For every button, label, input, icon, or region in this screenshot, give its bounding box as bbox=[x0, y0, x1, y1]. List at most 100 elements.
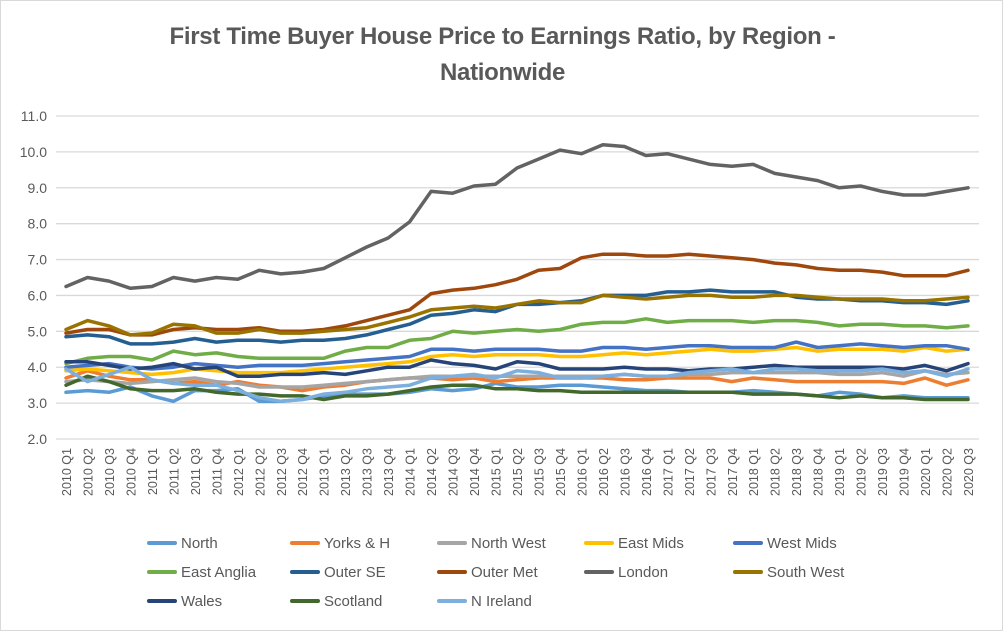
y-tick-label: 10.0 bbox=[20, 144, 47, 160]
y-tick-label: 5.0 bbox=[28, 323, 48, 339]
legend-swatch bbox=[584, 570, 614, 574]
legend-label: Outer Met bbox=[471, 563, 538, 581]
chart-title-line-1: First Time Buyer House Price to Earnings… bbox=[169, 23, 836, 50]
series-line-n-ireland bbox=[64, 365, 970, 404]
x-tick-label: 2011 Q4 bbox=[210, 448, 224, 495]
x-tick-label: 2020 Q3 bbox=[962, 448, 976, 496]
legend-label: North West bbox=[471, 534, 546, 552]
legend-swatch bbox=[437, 570, 467, 574]
x-tick-label: 2020 Q1 bbox=[919, 448, 933, 496]
x-tick-label: 2016 Q4 bbox=[640, 448, 654, 496]
x-tick-label: 2019 Q1 bbox=[833, 448, 847, 496]
x-tick-label: 2014 Q3 bbox=[447, 448, 461, 496]
x-tick-label: 2010 Q4 bbox=[124, 448, 138, 496]
legend-label: Yorks & H bbox=[324, 534, 391, 552]
x-tick-label: 2016 Q1 bbox=[575, 448, 589, 496]
legend-item-north: North bbox=[147, 531, 218, 555]
legend-item-outer-se: Outer SE bbox=[290, 560, 386, 584]
legend-label: West Mids bbox=[767, 534, 837, 552]
y-tick-label: 4.0 bbox=[28, 359, 48, 375]
legend-item-n-ireland: N Ireland bbox=[437, 589, 532, 613]
legend-swatch bbox=[147, 541, 177, 545]
plot-area: 2.0 3.0 4.0 5.0 6.0 7.0 8.0 9.0 10.0 11.0 2010 Q1… bbox=[20, 108, 979, 496]
legend-swatch bbox=[290, 541, 320, 545]
x-tick-label: 2017 Q2 bbox=[683, 448, 697, 496]
x-tick-label: 2013 Q1 bbox=[318, 448, 332, 496]
x-tick-label: 2016 Q2 bbox=[597, 448, 611, 496]
x-tick-label: 2018 Q3 bbox=[790, 448, 804, 496]
x-tick-label: 2015 Q3 bbox=[532, 448, 546, 496]
legend-swatch bbox=[147, 599, 177, 603]
x-tick-label: 2019 Q4 bbox=[898, 448, 912, 496]
legend-item-scotland: Scotland bbox=[290, 589, 382, 613]
legend-item-south-west: South West bbox=[733, 560, 844, 584]
legend-swatch bbox=[437, 599, 467, 603]
legend-label: London bbox=[618, 563, 669, 581]
y-tick-label: 8.0 bbox=[28, 216, 48, 232]
legend-item-wales: Wales bbox=[147, 589, 222, 613]
series-line-north-west bbox=[64, 369, 970, 389]
series-line-london bbox=[64, 142, 970, 291]
legend-item-west-mids: West Mids bbox=[733, 531, 837, 555]
series-line-wales bbox=[64, 358, 970, 378]
series-line-outer-met bbox=[64, 252, 970, 337]
x-tick-label: 2011 Q2 bbox=[167, 448, 181, 495]
x-tick-label: 2018 Q4 bbox=[812, 448, 826, 496]
gridlines bbox=[56, 115, 979, 440]
x-tick-label: 2018 Q1 bbox=[747, 448, 761, 496]
x-tick-label: 2015 Q1 bbox=[490, 448, 504, 496]
legend-swatch bbox=[290, 570, 320, 574]
x-axis-ticks: 2010 Q1 2010 Q2 2010 Q3 2010 Q4 2011 Q1 2011 … bbox=[60, 448, 976, 496]
legend-item-outer-met: Outer Met bbox=[437, 560, 538, 584]
series-line-west-mids bbox=[64, 340, 970, 371]
series-line-east-anglia bbox=[64, 317, 970, 366]
x-tick-label: 2013 Q4 bbox=[382, 448, 396, 496]
x-tick-label: 2012 Q1 bbox=[232, 448, 246, 496]
x-tick-label: 2016 Q3 bbox=[618, 448, 632, 496]
x-tick-label: 2013 Q3 bbox=[361, 448, 375, 496]
legend-label: Scotland bbox=[324, 592, 383, 610]
x-tick-label: 2014 Q2 bbox=[425, 448, 439, 496]
legend-swatch bbox=[147, 570, 177, 574]
x-tick-label: 2019 Q2 bbox=[855, 448, 869, 496]
x-tick-label: 2014 Q1 bbox=[404, 448, 418, 496]
x-tick-label: 2012 Q2 bbox=[253, 448, 267, 496]
series-line-south-west bbox=[64, 293, 970, 337]
x-tick-label: 2015 Q4 bbox=[554, 448, 568, 496]
chart-title: First Time Buyer House Price to Earnings… bbox=[1, 19, 1003, 91]
y-tick-label: 3.0 bbox=[28, 395, 48, 411]
legend-swatch bbox=[733, 541, 763, 545]
x-tick-label: 2017 Q4 bbox=[726, 448, 740, 496]
legend-swatch bbox=[584, 541, 614, 545]
x-tick-label: 2012 Q3 bbox=[275, 448, 289, 496]
x-tick-label: 2017 Q3 bbox=[704, 448, 718, 496]
x-tick-label: 2011 Q3 bbox=[189, 448, 203, 495]
x-tick-label: 2011 Q1 bbox=[146, 448, 160, 495]
series-line-east-mids bbox=[64, 345, 970, 377]
legend-item-east-mids: East Mids bbox=[584, 531, 684, 555]
legend-item-east-anglia: East Anglia bbox=[147, 560, 256, 584]
x-tick-label: 2018 Q2 bbox=[769, 448, 783, 496]
legend-label: East Mids bbox=[618, 534, 684, 552]
x-tick-label: 2010 Q2 bbox=[81, 448, 95, 496]
legend-label: Outer SE bbox=[324, 563, 386, 581]
legend-swatch bbox=[733, 570, 763, 574]
y-axis-ticks: 2.0 3.0 4.0 5.0 6.0 7.0 8.0 9.0 10.0 11.0 bbox=[20, 108, 47, 447]
x-tick-label: 2019 Q3 bbox=[876, 448, 890, 496]
y-tick-label: 2.0 bbox=[28, 431, 48, 447]
y-tick-label: 6.0 bbox=[28, 287, 48, 303]
legend-swatch bbox=[290, 599, 320, 603]
legend-swatch bbox=[437, 541, 467, 545]
series-line-scotland bbox=[64, 374, 970, 402]
x-tick-label: 2012 Q4 bbox=[296, 448, 310, 496]
y-tick-label: 7.0 bbox=[28, 252, 48, 268]
x-tick-label: 2010 Q3 bbox=[103, 448, 117, 496]
legend-label: Wales bbox=[181, 592, 223, 610]
legend-label: North bbox=[181, 534, 218, 552]
legend-label: South West bbox=[767, 563, 845, 581]
series-lines bbox=[64, 142, 970, 404]
x-tick-label: 2014 Q4 bbox=[468, 448, 482, 496]
x-tick-label: 2020 Q2 bbox=[941, 448, 955, 496]
legend-item-north-west: North West bbox=[437, 531, 546, 555]
